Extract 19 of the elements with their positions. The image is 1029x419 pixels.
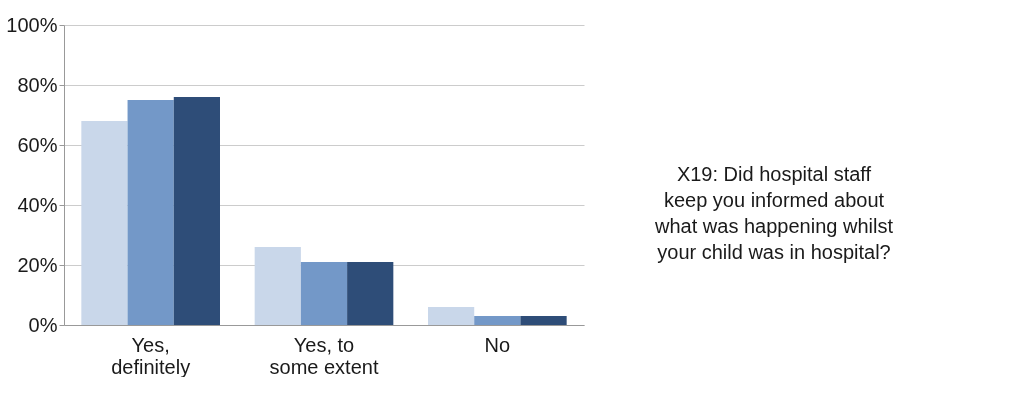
bar (127, 100, 174, 325)
y-tick-label: 80% (17, 73, 58, 96)
y-tick-label: 60% (17, 133, 58, 156)
y-tick-label: 0% (28, 313, 58, 336)
y-tick-label: 20% (17, 253, 58, 276)
bar (347, 262, 394, 325)
x-tick-label: No (484, 333, 511, 356)
bar (428, 307, 475, 325)
bar (520, 316, 567, 325)
bar (474, 316, 521, 325)
x-tick-label: Yes, definitely (111, 333, 191, 378)
bar (81, 121, 128, 325)
y-tick-label: 40% (17, 193, 58, 216)
bar (254, 247, 301, 325)
bar (300, 262, 348, 325)
text: X19: Did hospital staff keep you informed about what was happening whilst your child was in hospital? (654, 163, 894, 263)
x-tick-label: Yes, to some extent (269, 333, 379, 378)
bar (173, 97, 220, 325)
y-tick-label: 100% (6, 13, 58, 36)
